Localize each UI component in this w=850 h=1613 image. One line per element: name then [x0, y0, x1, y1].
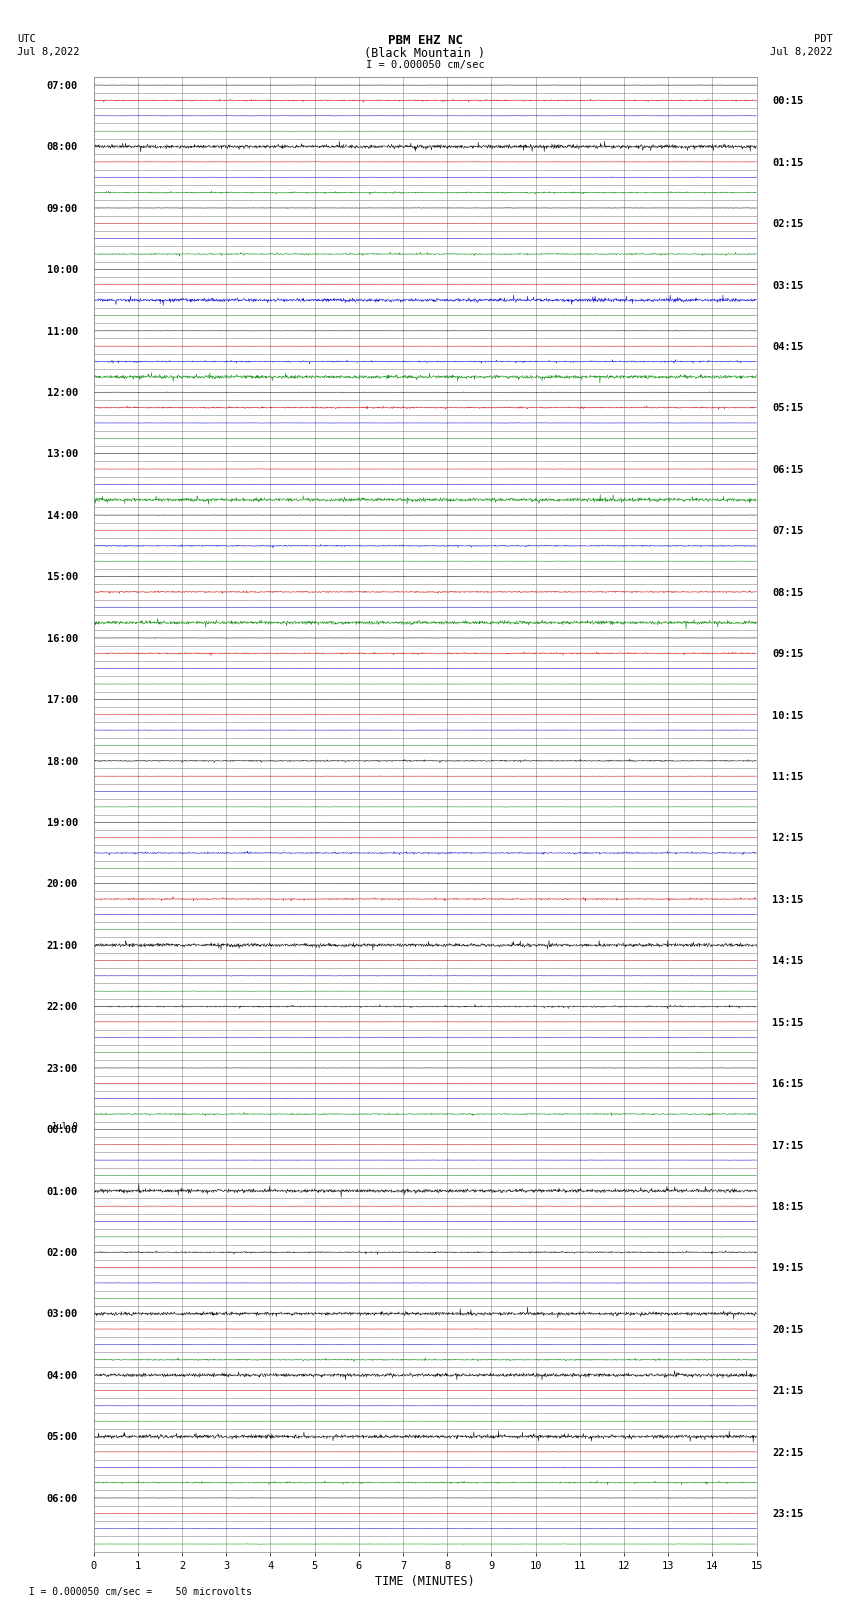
Text: 18:15: 18:15 — [772, 1202, 803, 1211]
Text: 16:15: 16:15 — [772, 1079, 803, 1089]
Text: 22:15: 22:15 — [772, 1447, 803, 1458]
Text: 04:00: 04:00 — [47, 1371, 78, 1381]
Text: 21:00: 21:00 — [47, 940, 78, 952]
Text: 02:00: 02:00 — [47, 1248, 78, 1258]
Text: 07:15: 07:15 — [772, 526, 803, 536]
Text: 07:00: 07:00 — [47, 81, 78, 90]
Text: 03:00: 03:00 — [47, 1310, 78, 1319]
Text: PDT: PDT — [814, 34, 833, 44]
Text: 00:15: 00:15 — [772, 97, 803, 106]
Text: 06:15: 06:15 — [772, 465, 803, 474]
Text: 17:15: 17:15 — [772, 1140, 803, 1150]
Text: 10:15: 10:15 — [772, 710, 803, 721]
Text: 11:00: 11:00 — [47, 326, 78, 337]
Text: Jul 8,2022: Jul 8,2022 — [17, 47, 80, 56]
Text: 09:15: 09:15 — [772, 648, 803, 660]
Text: 06:00: 06:00 — [47, 1494, 78, 1503]
Text: 08:00: 08:00 — [47, 142, 78, 152]
X-axis label: TIME (MINUTES): TIME (MINUTES) — [375, 1574, 475, 1587]
Text: 08:15: 08:15 — [772, 587, 803, 598]
Text: 20:15: 20:15 — [772, 1324, 803, 1336]
Text: I = 0.000050 cm/sec =    50 microvolts: I = 0.000050 cm/sec = 50 microvolts — [17, 1587, 252, 1597]
Text: 21:15: 21:15 — [772, 1386, 803, 1397]
Text: UTC: UTC — [17, 34, 36, 44]
Text: Jul 8,2022: Jul 8,2022 — [770, 47, 833, 56]
Text: 23:00: 23:00 — [47, 1063, 78, 1074]
Text: 18:00: 18:00 — [47, 756, 78, 766]
Text: 12:00: 12:00 — [47, 389, 78, 398]
Text: 04:15: 04:15 — [772, 342, 803, 352]
Text: 02:15: 02:15 — [772, 219, 803, 229]
Text: 19:15: 19:15 — [772, 1263, 803, 1273]
Text: 14:00: 14:00 — [47, 511, 78, 521]
Text: 09:00: 09:00 — [47, 203, 78, 215]
Text: 01:00: 01:00 — [47, 1187, 78, 1197]
Text: 15:00: 15:00 — [47, 573, 78, 582]
Text: 15:15: 15:15 — [772, 1018, 803, 1027]
Text: 23:15: 23:15 — [772, 1510, 803, 1519]
Text: 12:15: 12:15 — [772, 834, 803, 844]
Text: 05:15: 05:15 — [772, 403, 803, 413]
Text: 22:00: 22:00 — [47, 1002, 78, 1013]
Text: 05:00: 05:00 — [47, 1432, 78, 1442]
Text: PBM EHZ NC: PBM EHZ NC — [388, 34, 462, 47]
Text: I = 0.000050 cm/sec: I = 0.000050 cm/sec — [366, 60, 484, 69]
Text: 10:00: 10:00 — [47, 265, 78, 276]
Text: 13:00: 13:00 — [47, 450, 78, 460]
Text: 03:15: 03:15 — [772, 281, 803, 290]
Text: Jul 9: Jul 9 — [51, 1123, 78, 1131]
Text: 13:15: 13:15 — [772, 895, 803, 905]
Text: 00:00: 00:00 — [47, 1126, 78, 1136]
Text: 11:15: 11:15 — [772, 773, 803, 782]
Text: 16:00: 16:00 — [47, 634, 78, 644]
Text: 17:00: 17:00 — [47, 695, 78, 705]
Text: 20:00: 20:00 — [47, 879, 78, 889]
Text: 01:15: 01:15 — [772, 158, 803, 168]
Text: 14:15: 14:15 — [772, 957, 803, 966]
Text: 19:00: 19:00 — [47, 818, 78, 827]
Text: (Black Mountain ): (Black Mountain ) — [365, 47, 485, 60]
